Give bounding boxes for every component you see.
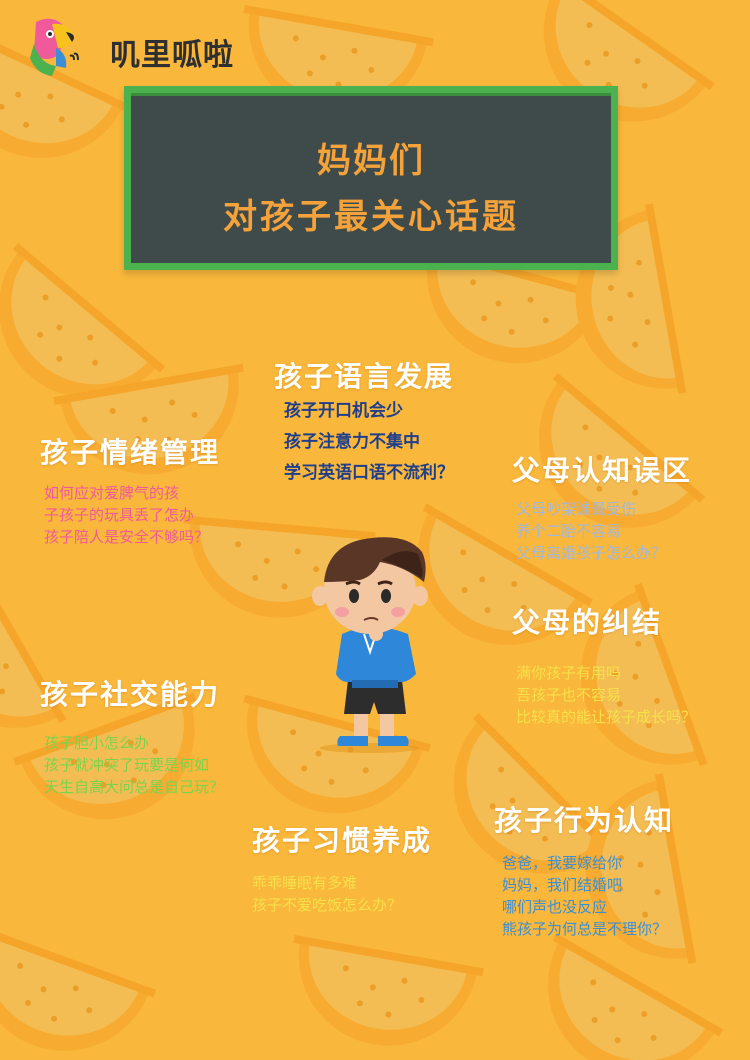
board-title-line2: 对孩子最关心话题 bbox=[223, 197, 519, 237]
topic-list: 满你孩子有用吗 吾孩子也不容易 比较真的能让孩子成长吗？ bbox=[516, 662, 696, 728]
topic-item: 天生自高大问总是自己玩？ bbox=[44, 778, 225, 796]
topic-list: 孩子开口机会少 孩子注意力不集中 学习英语口语不流利？ bbox=[284, 396, 454, 489]
topic-item: 父母吵架谁最受伤 bbox=[516, 500, 637, 518]
topic-list: 爸爸，我要嫁给你 妈妈，我们结婚吧 哪们声也没反应 熊孩子为何总是不理你？ bbox=[502, 852, 674, 940]
topic-item: 孩子陪人是安全不够吗？ bbox=[44, 528, 210, 546]
topic-social: 孩子社交能力 孩子胆小怎么办 孩子就冲突了玩要是何如 天生自高大问总是自己玩？ bbox=[40, 678, 224, 798]
topic-item: 父母离婚孩子怎么办？ bbox=[516, 544, 667, 562]
topic-behavior: 孩子行为认知 爸爸，我要嫁给你 妈妈，我们结婚吧 哪们声也没反应 熊孩子为何总是… bbox=[494, 804, 674, 940]
topic-title: 孩子行为认知 bbox=[494, 804, 675, 837]
topic-item: 养个二胎不容易 bbox=[516, 522, 622, 540]
topic-title: 孩子情绪管理 bbox=[40, 436, 221, 469]
topic-title: 父母的纠结 bbox=[512, 606, 663, 639]
thinking-boy-illustration bbox=[312, 537, 428, 753]
topic-item: 熊孩子为何总是不理你？ bbox=[502, 920, 668, 938]
title-chalkboard: 妈妈们 对孩子最关心话题 bbox=[124, 86, 618, 270]
topic-dilemmas: 父母的纠结 满你孩子有用吗 吾孩子也不容易 比较真的能让孩子成长吗？ bbox=[512, 606, 696, 728]
topic-item: 吾孩子也不容易 bbox=[516, 686, 622, 704]
topic-item: 学习英语口语不流利？ bbox=[284, 463, 454, 483]
topic-emotion: 孩子情绪管理 如何应对爱脾气的孩 子孩子的玩具丢了怎办 孩子陪人是安全不够吗？ bbox=[40, 436, 220, 548]
topic-list: 孩子胆小怎么办 孩子就冲突了玩要是何如 天生自高大问总是自己玩？ bbox=[44, 732, 224, 798]
topic-item: 比较真的能让孩子成长吗？ bbox=[516, 708, 697, 726]
topic-item: 子孩子的玩具丢了怎办 bbox=[44, 506, 195, 524]
topic-item: 孩子注意力不集中 bbox=[284, 432, 420, 452]
topic-title: 孩子语言发展 bbox=[274, 360, 455, 393]
topic-item: 哪们声也没反应 bbox=[502, 898, 608, 916]
topic-item: 乖乖睡眠有多难 bbox=[252, 874, 358, 892]
topic-habits: 孩子习惯养成 乖乖睡眠有多难 孩子不爱吃饭怎么办？ bbox=[252, 824, 432, 916]
topic-item: 如何应对爱脾气的孩 bbox=[44, 484, 180, 502]
brand-logo: 叽里呱啦 bbox=[26, 14, 256, 80]
board-title-line1: 妈妈们 bbox=[317, 141, 425, 181]
topic-title: 父母认知误区 bbox=[512, 454, 693, 487]
topic-list: 如何应对爱脾气的孩 子孩子的玩具丢了怎办 孩子陪人是安全不够吗？ bbox=[44, 482, 220, 548]
topic-title: 孩子习惯养成 bbox=[252, 824, 433, 857]
brand-name: 叽里呱啦 bbox=[110, 38, 234, 73]
topic-item: 满你孩子有用吗 bbox=[516, 664, 622, 682]
parrot-logo-icon bbox=[30, 18, 79, 76]
topic-item: 爸爸，我要嫁给你 bbox=[502, 854, 623, 872]
topic-list: 父母吵架谁最受伤 养个二胎不容易 父母离婚孩子怎么办？ bbox=[516, 498, 692, 564]
topic-title: 孩子社交能力 bbox=[40, 678, 221, 711]
topic-item: 妈妈，我们结婚吧 bbox=[502, 876, 623, 894]
topic-item: 孩子不爱吃饭怎么办？ bbox=[252, 896, 403, 914]
topic-item: 孩子就冲突了玩要是何如 bbox=[44, 756, 210, 774]
topic-item: 孩子胆小怎么办 bbox=[44, 734, 150, 752]
topic-list: 乖乖睡眠有多难 孩子不爱吃饭怎么办？ bbox=[252, 872, 432, 916]
topic-item: 孩子开口机会少 bbox=[284, 401, 403, 421]
topic-misconceptions: 父母认知误区 父母吵架谁最受伤 养个二胎不容易 父母离婚孩子怎么办？ bbox=[512, 454, 692, 564]
topic-language: 孩子语言发展 孩子开口机会少 孩子注意力不集中 学习英语口语不流利？ bbox=[274, 360, 454, 489]
